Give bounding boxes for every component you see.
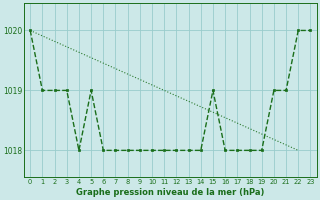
X-axis label: Graphe pression niveau de la mer (hPa): Graphe pression niveau de la mer (hPa) bbox=[76, 188, 265, 197]
